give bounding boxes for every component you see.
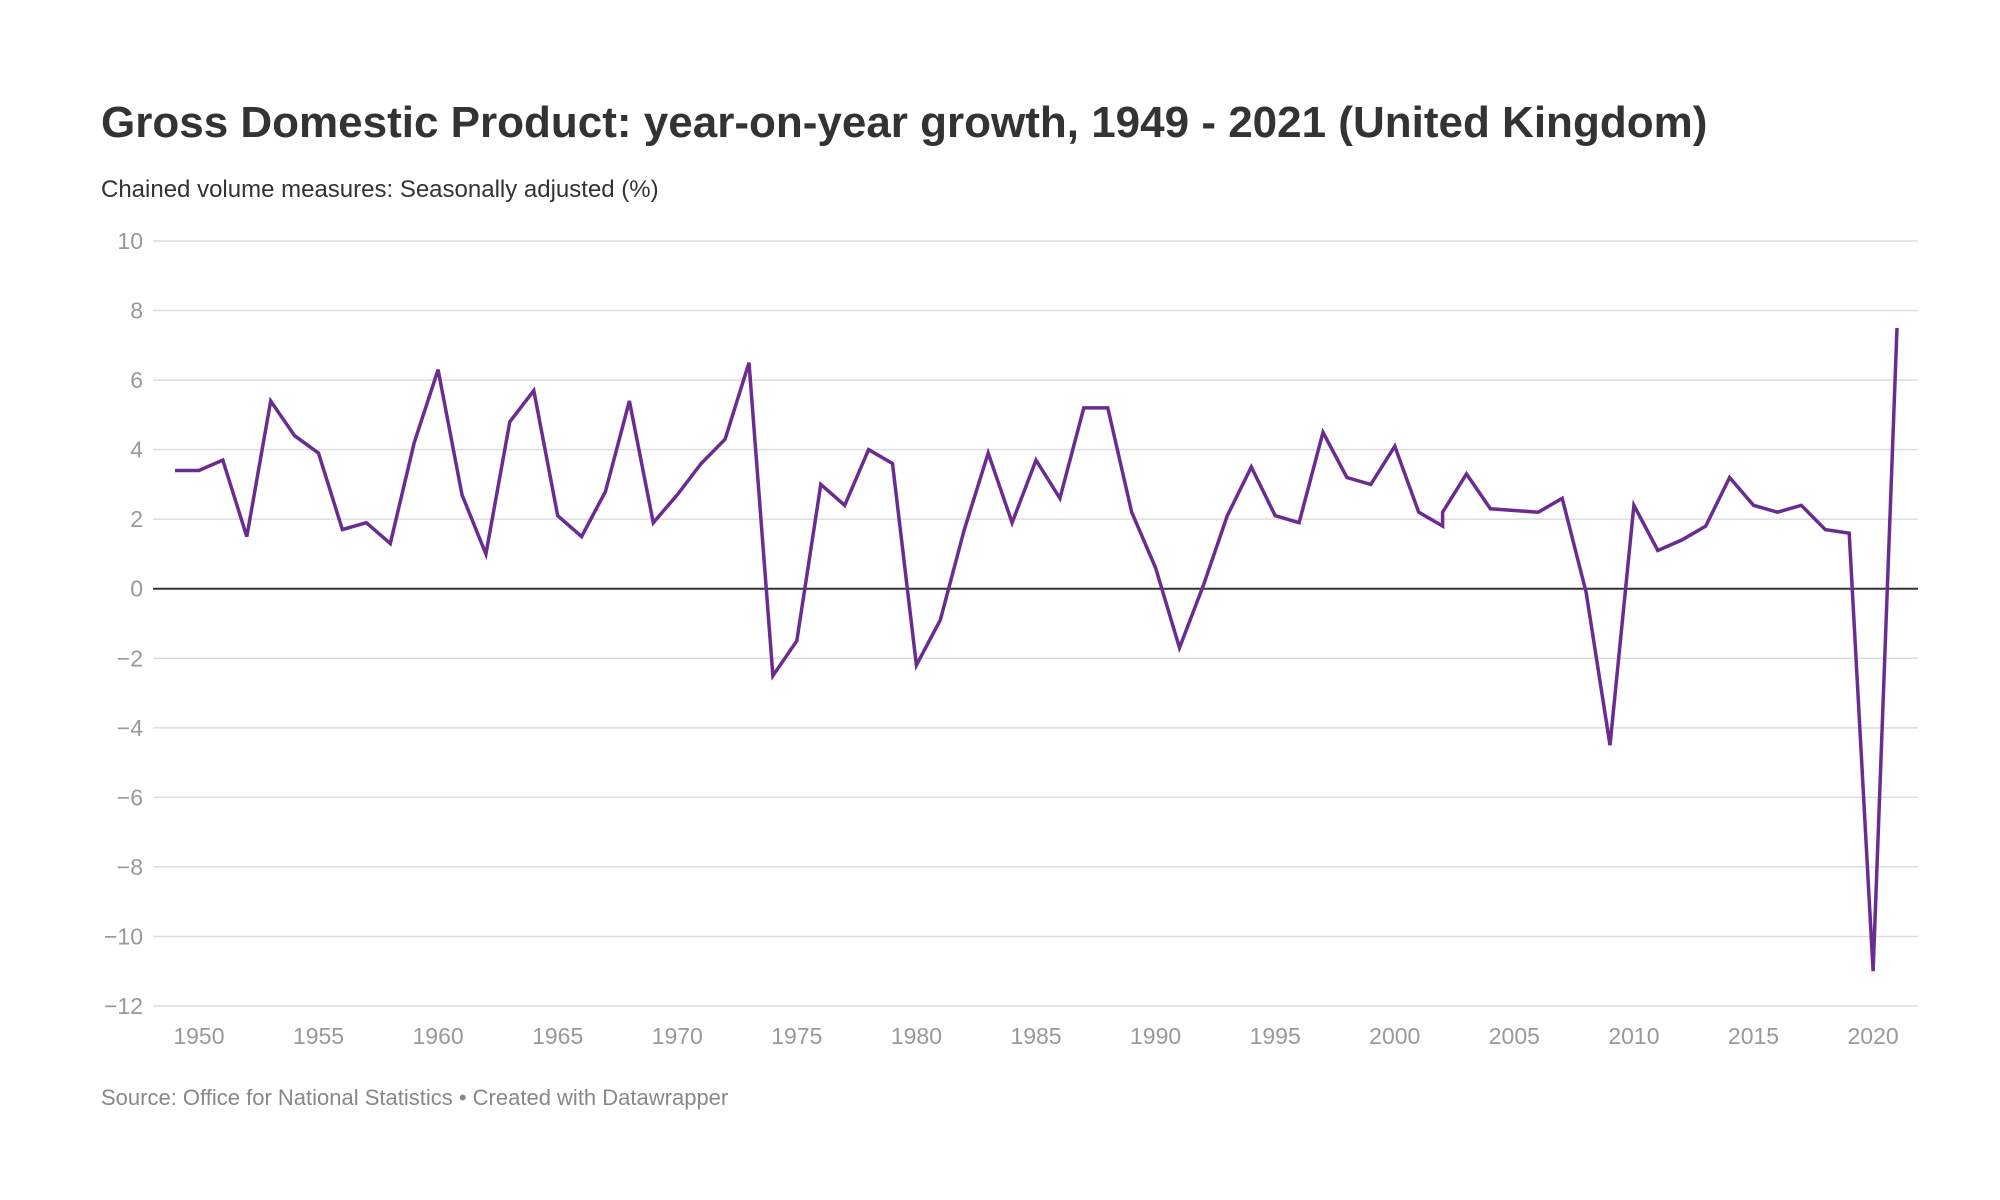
x-tick-label: 1990 <box>1130 1023 1181 1049</box>
x-tick-label: 1970 <box>652 1023 703 1049</box>
series-line-gdp-growth <box>175 327 1899 972</box>
y-tick-label: −8 <box>117 854 143 880</box>
x-tick-label: 1955 <box>293 1023 344 1049</box>
x-tick-label: 1965 <box>532 1023 583 1049</box>
x-axis-ticks: 1950 1955 1960 1965 1970 1975 1980 1985 1990 1995… <box>173 1023 1898 1049</box>
y-tick-label: 4 <box>130 437 143 463</box>
y-tick-label: −6 <box>117 784 143 810</box>
chart-source-note: Source: Office for National Statistics •… <box>101 1085 729 1110</box>
y-axis-ticks: 10 8 6 4 2 0 −2 −4 −6 −8 −10 −12 <box>104 228 143 1019</box>
y-tick-label: −4 <box>117 715 143 741</box>
x-tick-label: 2015 <box>1728 1023 1779 1049</box>
x-tick-label: 2000 <box>1369 1023 1420 1049</box>
x-tick-label: 2010 <box>1608 1023 1659 1049</box>
y-tick-label: 0 <box>130 576 143 602</box>
x-tick-label: 1975 <box>771 1023 822 1049</box>
x-tick-label: 2020 <box>1847 1023 1898 1049</box>
y-tick-label: 10 <box>117 228 143 254</box>
y-tick-label: −10 <box>104 923 143 949</box>
y-tick-label: 6 <box>130 367 143 393</box>
y-tick-label: −12 <box>104 993 143 1019</box>
x-tick-label: 2005 <box>1489 1023 1540 1049</box>
x-tick-label: 1995 <box>1250 1023 1301 1049</box>
chart-subtitle: Chained volume measures: Seasonally adju… <box>101 176 659 203</box>
x-tick-label: 1980 <box>891 1023 942 1049</box>
chart-title: Gross Domestic Product: year-on-year gro… <box>101 98 1708 147</box>
grid-lines <box>153 240 1918 1007</box>
x-tick-label: 1985 <box>1010 1023 1061 1049</box>
x-tick-label: 1950 <box>173 1023 224 1049</box>
y-tick-label: −2 <box>117 645 143 671</box>
x-tick-label: 1960 <box>412 1023 463 1049</box>
y-tick-label: 8 <box>130 298 143 324</box>
y-tick-label: 2 <box>130 506 143 532</box>
